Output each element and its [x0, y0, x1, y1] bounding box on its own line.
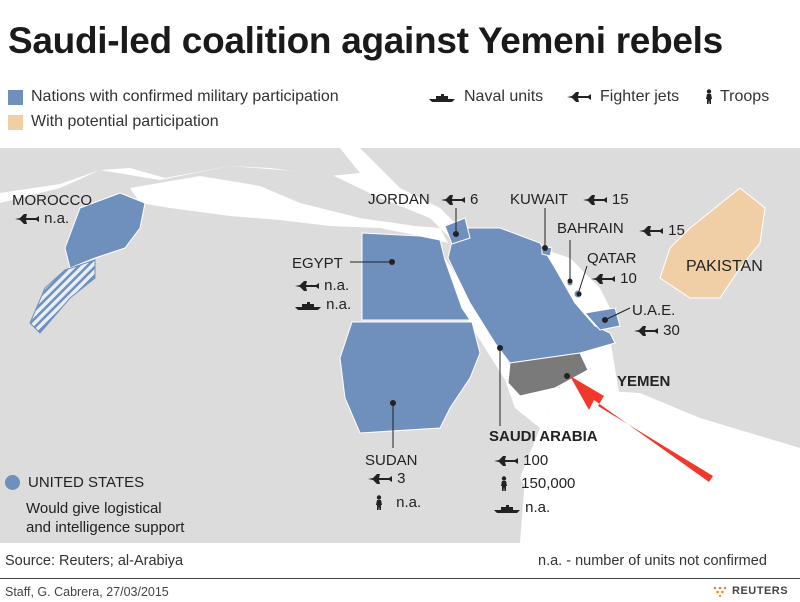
stat-egypt-jets: n.a.: [294, 277, 349, 294]
source-text: Source: Reuters; al-Arabiya: [5, 553, 184, 569]
map-canvas: [0, 148, 800, 543]
value-saudi-jets: 100: [523, 452, 549, 469]
region-yemen: [507, 352, 589, 397]
label-yemen: YEMEN: [617, 373, 671, 390]
footer-rule: [0, 578, 800, 579]
jet-icon: [582, 195, 607, 206]
stat-egypt-naval: n.a.: [294, 296, 351, 313]
legend-potential-label: With potential participation: [31, 113, 219, 130]
stat-saudi-jets: 100: [493, 452, 548, 469]
na-note: n.a. - number of units not confirmed: [538, 553, 767, 569]
jet-icon: [634, 326, 658, 337]
legend-swatch-potential: [8, 114, 23, 130]
stat-saudi-troops: 150,000: [499, 475, 575, 492]
jet-icon: [440, 195, 465, 206]
credit-text: Staff, G. Cabrera, 27/03/2015: [5, 585, 169, 599]
land-europe: [0, 148, 360, 193]
us-entry: UNITED STATES: [5, 474, 144, 491]
us-dot: [5, 475, 20, 490]
ship-icon: [494, 505, 520, 514]
sea-mediterranean: [130, 176, 448, 243]
jet-icon: [494, 456, 518, 467]
legend-naval-label: Naval units: [464, 88, 544, 105]
jet-icon: [368, 474, 392, 485]
value-saudi-troops: 150,000: [521, 475, 576, 492]
value-egypt-jets: n.a.: [324, 277, 350, 294]
legend-swatch-confirmed: [8, 89, 23, 105]
region-jordan: [444, 217, 471, 245]
sea-arabian: [520, 388, 800, 543]
ship-icon: [295, 302, 321, 311]
legend-naval: Naval units: [428, 88, 543, 106]
reuters-dots-icon: [713, 586, 727, 597]
stat-morocco-jets: n.a.: [14, 210, 69, 227]
label-united-states: UNITED STATES: [28, 474, 145, 491]
label-saudi-arabia: SAUDI ARABIA: [489, 428, 598, 445]
stat-qatar-jets: 10: [590, 270, 637, 287]
label-jordan-name: JORDAN: [368, 191, 430, 208]
soldier-icon: [706, 89, 712, 104]
label-kuwait-name: KUWAIT: [510, 191, 568, 208]
soldier-icon: [501, 476, 507, 492]
value-bahrain-jets: 15: [668, 222, 685, 239]
label-qatar: QATAR: [587, 250, 637, 267]
legend-troops: Troops: [704, 88, 769, 106]
label-bahrain: BAHRAIN: [557, 220, 624, 237]
legend-confirmed-label: Nations with confirmed military particip…: [31, 88, 339, 105]
jet-icon: [15, 214, 39, 225]
legend-potential: With potential participation: [8, 113, 219, 131]
stat-sudan-troops: n.a.: [374, 494, 421, 511]
jet-icon: [639, 226, 663, 237]
value-egypt-naval: n.a.: [326, 296, 352, 313]
pointer-arrow: [570, 376, 713, 482]
jet-icon: [567, 92, 591, 102]
value-morocco-jets: n.a.: [44, 210, 70, 227]
region-morocco: [64, 192, 146, 269]
stat-saudi-naval: n.a.: [493, 499, 550, 516]
region-western-sahara: [29, 259, 96, 334]
value-uae-jets: 30: [663, 322, 680, 339]
value-sudan-jets: 3: [397, 470, 406, 487]
jet-icon: [591, 274, 615, 285]
stat-sudan-jets: 3: [367, 470, 406, 487]
brand-name: REUTERS: [732, 585, 789, 597]
value-sudan-troops: n.a.: [396, 494, 422, 511]
ship-icon: [429, 94, 455, 102]
label-jordan: JORDAN 6: [368, 191, 478, 208]
label-morocco: MOROCCO: [12, 192, 92, 209]
jet-icon: [295, 281, 319, 292]
value-saudi-naval: n.a.: [525, 499, 551, 516]
legend-confirmed: Nations with confirmed military particip…: [8, 88, 339, 106]
value-qatar-jets: 10: [620, 270, 637, 287]
label-uae: U.A.E.: [632, 302, 676, 319]
soldier-icon: [376, 495, 382, 511]
label-kuwait: KUWAIT 15: [510, 191, 629, 208]
value-kuwait-jets: 15: [611, 191, 629, 208]
label-pakistan: PAKISTAN: [686, 258, 763, 275]
region-egypt: [361, 232, 471, 321]
region-pakistan: [659, 187, 766, 299]
value-jordan-jets: 6: [470, 191, 479, 208]
us-note-line2: and intelligence support: [26, 519, 185, 536]
legend-troops-label: Troops: [720, 88, 770, 105]
region-sudan: [339, 321, 481, 434]
brand-logo: REUTERS: [712, 585, 788, 597]
label-sudan: SUDAN: [365, 452, 418, 469]
map-title: Saudi-led coalition against Yemeni rebel…: [8, 20, 723, 61]
legend-jets-label: Fighter jets: [600, 88, 680, 105]
stat-uae-jets: 30: [633, 322, 680, 339]
sea-persian-gulf: [540, 248, 615, 326]
legend-jets: Fighter jets: [566, 88, 679, 106]
us-note-line1: Would give logistical: [26, 500, 162, 517]
label-egypt: EGYPT: [292, 255, 343, 272]
stat-bahrain-jets: 15: [638, 222, 685, 239]
